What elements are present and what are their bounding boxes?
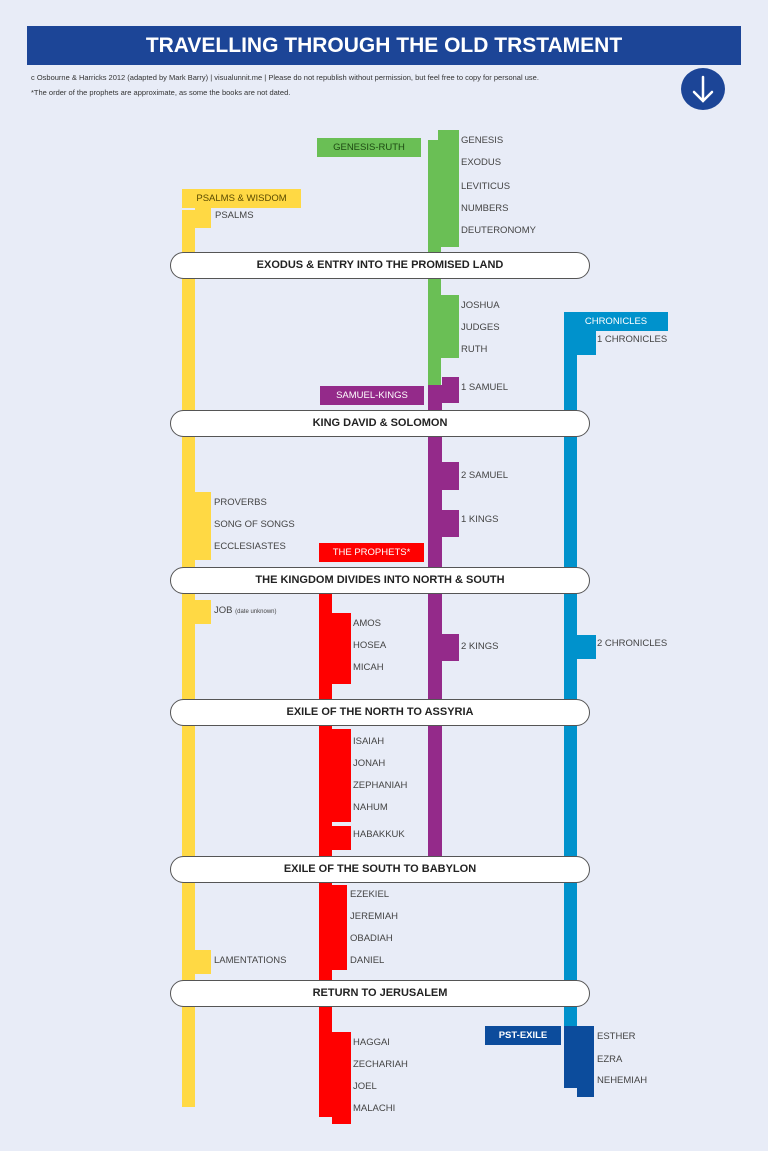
samuel-kings-block [442,634,459,661]
post-exile-block [577,1080,594,1097]
genesis-ruth-block [438,130,459,247]
book-label: ECCLESIASTES [214,541,286,552]
prophets-block [332,613,351,684]
book-label: MICAH [353,662,384,673]
book-label: HAGGAI [353,1037,390,1048]
group-label-genesis-ruth: GENESIS-RUTH [317,138,421,157]
chronicles-bar [564,330,577,1027]
era-band: RETURN TO JERUSALEM [170,980,590,1007]
book-label: 1 KINGS [461,514,499,525]
book-label: JONAH [353,758,386,769]
genesis-ruth-block [440,295,459,358]
book-label: JOEL [353,1081,377,1092]
prophets-block [332,826,351,850]
book-label: ZEPHANIAH [353,780,408,791]
arrow-down-icon [692,75,714,103]
book-label: DEUTERONOMY [461,225,536,236]
wisdom-bar [182,210,195,1107]
book-label: DANIEL [350,955,385,966]
samuel-kings-bar [428,385,442,860]
book-label: MALACHI [353,1103,396,1114]
credit-text: c Osbourne & Harricks 2012 (adapted by M… [31,73,539,82]
book-label: JOB (date unknown) [214,605,276,618]
chronicles-block [577,635,596,659]
book-label: RUTH [461,344,488,355]
era-band: EXODUS & ENTRY INTO THE PROMISED LAND [170,252,590,279]
group-label-psalms-wisdom: PSALMS & WISDOM [182,189,301,208]
book-label: JEREMIAH [350,911,399,922]
wisdom-block [195,950,211,974]
book-label: PROVERBS [214,497,267,508]
group-label-samuel-kings: SAMUEL-KINGS [320,386,424,405]
book-label: ZECHARIAH [353,1059,408,1070]
prophets-block [332,729,351,822]
footnote-text: *The order of the prophets are approxima… [31,88,291,97]
book-label: JUDGES [461,322,500,333]
era-band: EXILE OF THE NORTH TO ASSYRIA [170,699,590,726]
group-label-prophets: THE PROPHETS* [319,543,424,562]
book-label: EZRA [597,1054,623,1065]
era-band: EXILE OF THE SOUTH TO BABYLON [170,856,590,883]
samuel-kings-block [442,510,459,537]
book-label: PSALMS [215,210,254,221]
book-label: GENESIS [461,135,504,146]
post-exile-bar [564,1026,594,1088]
book-note: (date unknown) [235,609,277,615]
book-label: OBADIAH [350,933,393,944]
page-title: TRAVELLING THROUGH THE OLD TRSTAMENT [27,26,741,65]
book-label: 2 KINGS [461,641,499,652]
wisdom-block [195,600,211,624]
group-label-chronicles: CHRONICLES [564,312,668,331]
book-label: 1 CHRONICLES [597,334,668,345]
book-label: 2 SAMUEL [461,470,508,481]
book-name: JOB [214,605,233,616]
book-label: SONG OF SONGS [214,519,295,530]
book-label: HOSEA [353,640,387,651]
scroll-down-button[interactable] [681,68,725,110]
book-label: ISAIAH [353,736,385,747]
era-band: THE KINGDOM DIVIDES INTO NORTH & SOUTH [170,567,590,594]
prophets-block [332,1032,351,1124]
wisdom-block [195,492,211,560]
samuel-kings-block [442,377,459,403]
book-label: LAMENTATIONS [214,955,287,966]
book-label: JOSHUA [461,300,500,311]
book-label: 1 SAMUEL [461,382,508,393]
book-label: EXODUS [461,157,502,168]
book-label: ESTHER [597,1031,636,1042]
book-label: 2 CHRONICLES [597,638,668,649]
samuel-kings-block [442,462,459,490]
era-band: KING DAVID & SOLOMON [170,410,590,437]
book-label: NAHUM [353,802,388,813]
book-label: HABAKKUK [353,829,405,840]
wisdom-block [195,207,211,228]
chronicles-block [577,331,596,355]
book-label: NEHEMIAH [597,1075,648,1086]
prophets-block [332,885,347,970]
book-label: EZEKIEL [350,889,390,900]
group-label-post-exile: PST-EXILE [485,1026,561,1045]
book-label: LEVITICUS [461,181,511,192]
book-label: AMOS [353,618,381,629]
book-label: NUMBERS [461,203,509,214]
